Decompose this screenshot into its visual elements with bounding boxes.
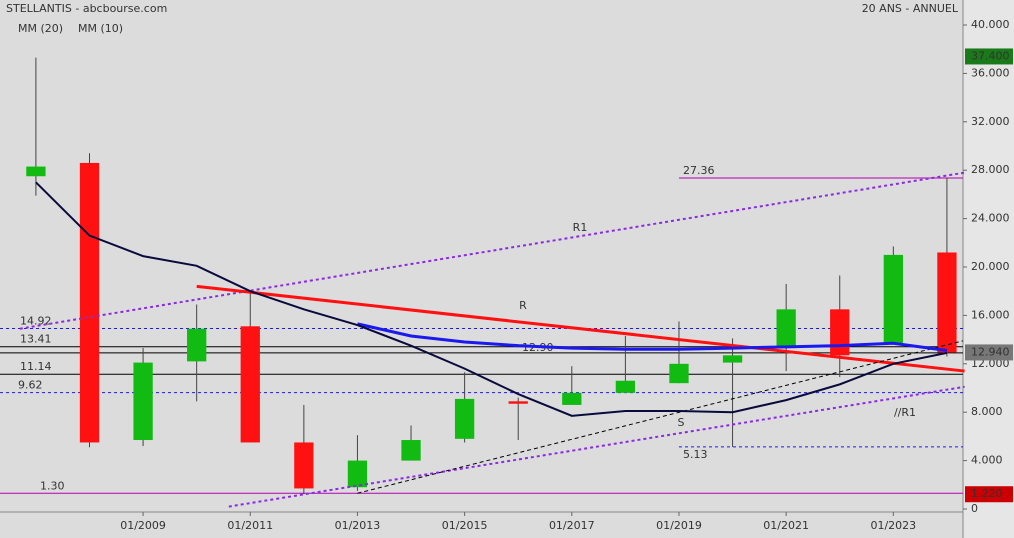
candle-body (454, 398, 475, 439)
chart-title: STELLANTIS - abcbourse.com (6, 2, 167, 15)
y-tick-label: 36.000 (971, 66, 1010, 79)
axis-background (963, 0, 1014, 538)
trendline (228, 385, 965, 508)
candle-body (776, 309, 796, 349)
y-tick-label: 16.000 (971, 308, 1010, 321)
level-label: 1.30 (40, 479, 65, 492)
trendline-label: //R1 (894, 406, 916, 419)
legend-entry: MM (20) (18, 22, 63, 35)
y-tick-label: 28.000 (971, 163, 1010, 176)
x-tick-label: 01/2011 (227, 519, 273, 532)
y-tick-label: 8.000 (971, 405, 1003, 418)
y-tick-label: 0 (971, 502, 978, 515)
candle-body (26, 166, 46, 177)
x-tick-label: 01/2015 (442, 519, 488, 532)
price-box-label: 12.940 (971, 345, 1010, 358)
price-box (965, 486, 1013, 503)
candle-body (830, 309, 850, 356)
x-tick-label: 01/2021 (763, 519, 809, 532)
x-tick-label: 01/2017 (549, 519, 595, 532)
ma-line (357, 322, 948, 352)
candle-body (294, 442, 314, 489)
candle-body (883, 254, 903, 344)
chart-subtitle: 20 ANS - ANNUEL (862, 2, 959, 15)
x-tick-label: 01/2013 (335, 519, 381, 532)
candle-body (669, 363, 689, 384)
y-tick-label: 4.000 (971, 454, 1003, 467)
level-label: 5.13 (683, 448, 708, 461)
level-label: 9.62 (18, 379, 43, 392)
plot-background (0, 0, 963, 538)
candle-body (79, 162, 100, 443)
price-box-label: 1.220 (971, 487, 1003, 500)
level-label: 27.36 (683, 164, 715, 177)
trendline-label: S (678, 416, 685, 429)
candle-body (347, 460, 368, 488)
candle-body (187, 328, 207, 362)
trendline-label: R (519, 299, 527, 312)
candle-body (401, 440, 421, 461)
trendline-label: R1 (573, 221, 588, 234)
ma-line (35, 181, 948, 417)
level-label: 14.92 (20, 314, 52, 327)
y-tick-label: 40.000 (971, 18, 1010, 31)
x-tick-label: 01/2023 (870, 519, 916, 532)
x-tick-label: 01/2019 (656, 519, 702, 532)
candle-body (937, 252, 957, 353)
price-box (965, 344, 1013, 361)
level-label: 11.14 (20, 360, 52, 373)
price-box-label: 37.400 (971, 49, 1010, 62)
y-tick-label: 32.000 (971, 115, 1010, 128)
level-label: 13.41 (20, 333, 52, 346)
candle-body (722, 355, 743, 363)
candle-body (133, 362, 153, 441)
candle-body (240, 326, 260, 443)
candle-body (615, 380, 636, 393)
x-tick-label: 01/2009 (120, 519, 166, 532)
candle-body (562, 392, 582, 405)
trendline (357, 340, 964, 494)
price-box (965, 48, 1013, 65)
y-tick-label: 24.000 (971, 212, 1010, 225)
legend-entry: MM (10) (78, 22, 123, 35)
trendline (196, 284, 965, 373)
y-tick-label: 20.000 (971, 260, 1010, 273)
candle-body (508, 401, 528, 404)
